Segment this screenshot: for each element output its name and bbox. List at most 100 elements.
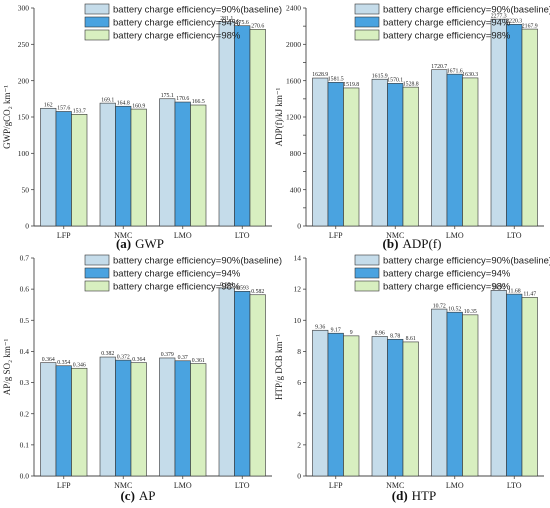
y-tick-label: 50 [22, 185, 30, 194]
x-tick-label-lmo: LMO [174, 231, 192, 240]
bar-lmo-series-2 [190, 363, 207, 477]
bar-lmo-series-1 [446, 311, 463, 477]
bar-lfp-series-2 [71, 114, 88, 227]
data-label: 11.47 [523, 292, 536, 298]
legend-swatch-0 [354, 3, 380, 15]
data-label: 166.5 [192, 99, 205, 105]
bar-lto-series-2 [249, 294, 266, 477]
data-label: 164.8 [117, 100, 130, 106]
data-label: 175.1 [161, 93, 174, 99]
y-tick-label: 0.2 [20, 409, 30, 418]
data-label: 162 [44, 102, 53, 108]
legend-swatch-2 [84, 29, 110, 41]
x-tick-label-lto: LTO [507, 481, 522, 490]
bar-lto-series-0 [490, 290, 507, 477]
data-label: 11.92 [492, 285, 505, 291]
bar-lmo-series-0 [431, 69, 448, 227]
y-tick-label: 10 [294, 316, 302, 325]
data-label: 10.52 [448, 306, 461, 312]
bar-lto-series-0 [218, 287, 235, 477]
bar-lmo-series-0 [159, 98, 176, 227]
data-label: 1570.1 [387, 78, 403, 84]
x-tick-label-nmc: NMC [114, 231, 132, 240]
x-tick-label-lto: LTO [235, 481, 250, 490]
data-label: 2277.3 [491, 13, 507, 19]
legend-label-0: battery charge efficiency=90%(baseline) [113, 256, 282, 267]
data-label: 8.96 [375, 331, 385, 337]
data-label: 1630.3 [462, 72, 478, 78]
bar-lmo-series-0 [431, 308, 448, 477]
legend-label-0: battery charge efficiency=90%(baseline) [383, 256, 550, 267]
y-tick-label: 1600 [286, 76, 301, 85]
legend: battery charge efficiency=90%(baseline) b… [84, 3, 282, 42]
x-tick-label-lfp: LFP [57, 481, 71, 490]
y-tick-label: 1200 [286, 113, 301, 122]
data-label: 0.382 [101, 351, 114, 357]
legend-swatch-2 [354, 29, 380, 41]
bar-nmc-series-2 [402, 86, 419, 227]
y-tick-label: 4 [297, 409, 301, 418]
legend-swatch-0 [354, 254, 380, 266]
legend-label-1: battery charge efficiency=94% [113, 18, 241, 29]
y-tick-label: 100 [18, 149, 30, 158]
y-tick-label: 12 [294, 285, 302, 294]
data-label: 0.593 [236, 286, 249, 292]
chart-panel-adp: 0 400 800 1200 1600 2000 2400 ADP(f)/kJ km⁻¹ 162… [274, 4, 550, 251]
data-label: 281.1 [220, 16, 233, 22]
panel-caption-text: AP [139, 488, 156, 503]
y-tick-label: 0.3 [20, 378, 30, 387]
y-axis-label: AP/g SO₂ km⁻¹ [2, 338, 12, 395]
bar-lfp-series-0 [312, 77, 329, 227]
x-tick-label-nmc: NMC [386, 231, 404, 240]
bar-nmc-series-2 [402, 341, 419, 477]
x-tick-label-lfp: LFP [329, 481, 343, 490]
y-tick-label: 2000 [286, 40, 301, 49]
bar-lto-series-1 [506, 293, 523, 477]
bar-nmc-series-0 [371, 336, 388, 477]
bar-lto-series-2 [521, 28, 538, 227]
data-label: 0.372 [117, 354, 130, 360]
data-label: 9.17 [331, 327, 341, 333]
panel-caption-text: HTP [412, 488, 437, 503]
bar-lto-series-1 [234, 291, 251, 477]
legend-swatch-1 [84, 267, 110, 279]
data-label: 169.1 [101, 97, 114, 103]
data-label: 9 [350, 330, 353, 336]
bar-lto-series-0 [490, 18, 507, 227]
x-tick-label-lmo: LMO [446, 481, 464, 490]
panel-caption: (c) AP [120, 488, 155, 503]
legend-label-2: battery charge efficiency=98% [383, 31, 511, 42]
bar-nmc-series-2 [130, 108, 147, 227]
y-tick-label: 2 [297, 440, 301, 449]
chart-panel-ap: 0.0 0.1 0.2 0.3 0.4 0.5 0.6 0.7 AP/g SO₂ km⁻¹ 0.3… [2, 254, 282, 503]
data-label: 1581.5 [328, 77, 344, 83]
legend: battery charge efficiency=90%(baseline) b… [354, 254, 550, 293]
bar-lfp-series-2 [343, 335, 360, 477]
y-axis-label: GWP/gCO₂ km⁻¹ [2, 85, 12, 149]
legend-label-0: battery charge efficiency=90%(baseline) [383, 5, 550, 16]
x-tick-label-lto: LTO [507, 231, 522, 240]
y-tick-label: 0.4 [20, 347, 30, 356]
data-label: 2167.9 [522, 23, 538, 29]
bar-lfp-series-2 [71, 367, 88, 477]
data-label: 1519.8 [343, 82, 359, 88]
y-tick-label: 8 [297, 347, 301, 356]
bar-nmc-series-0 [371, 78, 388, 227]
data-label: 0.364 [132, 357, 145, 363]
data-label: 1720.7 [431, 64, 447, 70]
data-label: 0.604 [220, 282, 233, 288]
y-tick-label: 0 [297, 222, 301, 231]
data-label: 160.9 [132, 103, 145, 109]
x-tick-label-lfp: LFP [57, 231, 71, 240]
legend-swatch-1 [84, 16, 110, 28]
y-tick-label: 400 [290, 185, 302, 194]
legend-swatch-1 [354, 16, 380, 28]
bar-lto-series-1 [506, 24, 523, 227]
legend-label-2: battery charge efficiency=98% [113, 282, 241, 293]
legend-swatch-1 [354, 267, 380, 279]
bar-lfp-series-0 [40, 107, 57, 227]
bar-lfp-series-0 [40, 362, 57, 477]
y-tick-label: 0 [25, 222, 29, 231]
panel-caption-letter: (c) [120, 488, 134, 503]
